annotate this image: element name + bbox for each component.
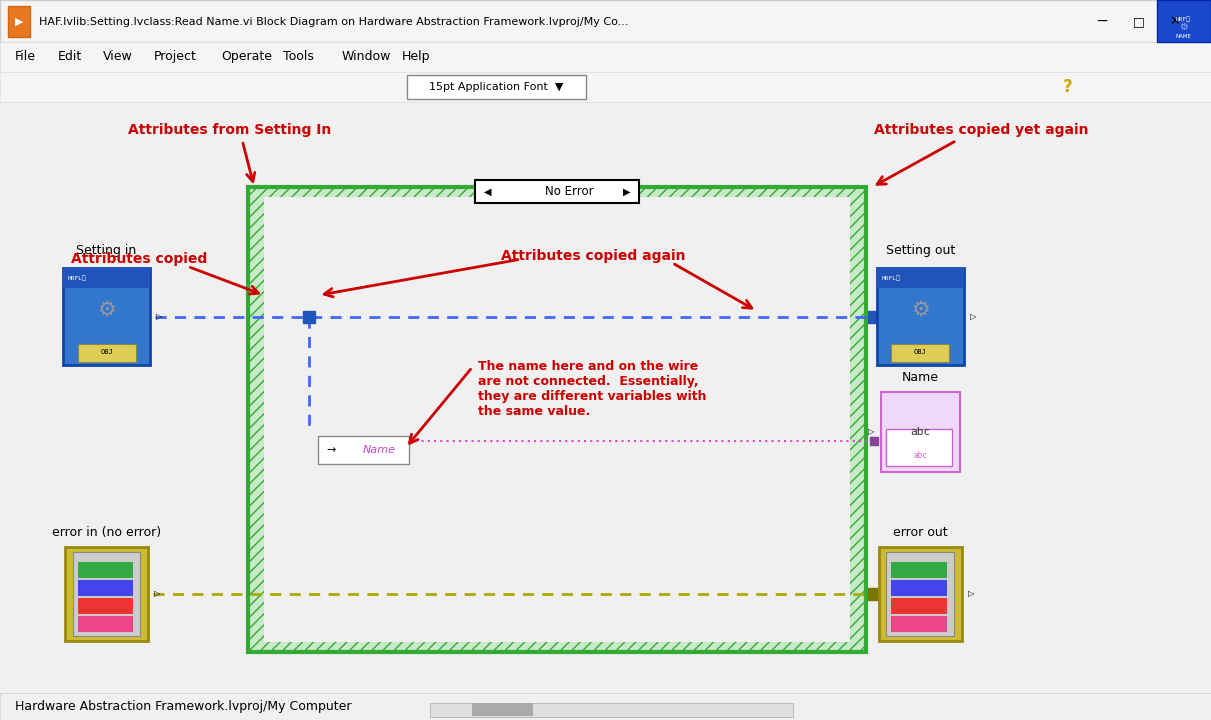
- FancyBboxPatch shape: [65, 547, 148, 641]
- Text: 15pt Application Font  ▼: 15pt Application Font ▼: [430, 82, 563, 92]
- Text: NAME: NAME: [1175, 34, 1192, 38]
- FancyBboxPatch shape: [877, 268, 964, 365]
- FancyBboxPatch shape: [891, 616, 947, 632]
- FancyBboxPatch shape: [877, 268, 964, 288]
- FancyBboxPatch shape: [78, 562, 133, 578]
- Text: Window: Window: [342, 50, 391, 63]
- FancyBboxPatch shape: [891, 598, 947, 614]
- Text: HRF⌇: HRF⌇: [1176, 16, 1190, 22]
- FancyBboxPatch shape: [891, 580, 947, 596]
- Text: Attributes from Setting In: Attributes from Setting In: [128, 122, 332, 137]
- Text: Operate: Operate: [222, 50, 272, 63]
- FancyBboxPatch shape: [475, 180, 639, 203]
- FancyBboxPatch shape: [318, 436, 409, 464]
- FancyBboxPatch shape: [78, 343, 136, 361]
- FancyBboxPatch shape: [407, 75, 586, 99]
- Text: OBJ: OBJ: [914, 349, 926, 356]
- Text: Help: Help: [402, 50, 431, 63]
- Text: abc: abc: [913, 451, 928, 460]
- FancyBboxPatch shape: [0, 693, 1211, 720]
- FancyBboxPatch shape: [248, 187, 866, 652]
- Text: →: →: [326, 445, 335, 455]
- Text: error in (no error): error in (no error): [52, 526, 161, 539]
- Text: ─: ─: [1097, 14, 1107, 29]
- Text: View: View: [103, 50, 133, 63]
- FancyBboxPatch shape: [264, 197, 850, 642]
- FancyBboxPatch shape: [78, 598, 133, 614]
- Text: ▷: ▷: [868, 428, 874, 436]
- Text: HRFL⌇: HRFL⌇: [882, 276, 900, 281]
- Text: ▷: ▷: [156, 312, 162, 321]
- FancyBboxPatch shape: [78, 580, 133, 596]
- FancyBboxPatch shape: [430, 703, 793, 717]
- Text: File: File: [15, 50, 35, 63]
- FancyBboxPatch shape: [879, 547, 962, 641]
- FancyBboxPatch shape: [63, 268, 150, 288]
- Text: ▶: ▶: [622, 186, 631, 197]
- Text: Project: Project: [154, 50, 196, 63]
- Text: ▷: ▷: [970, 312, 976, 321]
- Text: error out: error out: [893, 526, 948, 539]
- FancyBboxPatch shape: [8, 6, 30, 37]
- Text: HRFL⌇: HRFL⌇: [68, 276, 86, 281]
- Text: ?: ?: [1063, 78, 1073, 96]
- FancyBboxPatch shape: [891, 562, 947, 578]
- Text: Edit: Edit: [58, 50, 82, 63]
- Text: Setting in: Setting in: [76, 244, 137, 257]
- Text: Hardware Abstraction Framework.lvproj/My Computer: Hardware Abstraction Framework.lvproj/My…: [15, 700, 351, 713]
- Text: Name: Name: [902, 371, 939, 384]
- Text: OBJ: OBJ: [101, 349, 113, 356]
- Text: Attributes copied yet again: Attributes copied yet again: [873, 122, 1089, 137]
- FancyBboxPatch shape: [0, 0, 1211, 42]
- Text: HAF.lvlib:Setting.lvclass:Read Name.vi Block Diagram on Hardware Abstraction Fra: HAF.lvlib:Setting.lvclass:Read Name.vi B…: [39, 17, 629, 27]
- Text: ✕: ✕: [1170, 15, 1180, 28]
- Text: Setting out: Setting out: [885, 244, 955, 257]
- FancyBboxPatch shape: [0, 72, 1211, 102]
- Text: ⚙: ⚙: [97, 300, 116, 320]
- FancyBboxPatch shape: [0, 42, 1211, 72]
- FancyBboxPatch shape: [882, 392, 959, 472]
- Text: Attributes copied: Attributes copied: [71, 252, 207, 266]
- Text: Attributes copied again: Attributes copied again: [501, 248, 685, 263]
- Text: ▷: ▷: [968, 590, 974, 598]
- Text: Name: Name: [362, 445, 396, 455]
- FancyBboxPatch shape: [472, 703, 533, 716]
- FancyBboxPatch shape: [891, 343, 949, 361]
- Text: abc: abc: [911, 427, 930, 437]
- Text: ▶: ▶: [15, 17, 24, 27]
- FancyBboxPatch shape: [73, 552, 140, 636]
- FancyBboxPatch shape: [78, 616, 133, 632]
- Text: Tools: Tools: [283, 50, 314, 63]
- FancyBboxPatch shape: [885, 429, 953, 466]
- FancyBboxPatch shape: [63, 268, 150, 365]
- FancyBboxPatch shape: [0, 102, 1211, 695]
- Text: ▷: ▷: [154, 590, 160, 598]
- Text: The name here and on the wire
are not connected.  Essentially,
they are differen: The name here and on the wire are not co…: [478, 360, 707, 418]
- Text: ⚙: ⚙: [911, 300, 930, 320]
- Text: ⚙: ⚙: [1178, 22, 1188, 32]
- FancyBboxPatch shape: [1157, 0, 1211, 42]
- Text: ◀: ◀: [483, 186, 492, 197]
- Text: □: □: [1132, 15, 1144, 28]
- FancyBboxPatch shape: [886, 552, 954, 636]
- Text: No Error: No Error: [545, 185, 593, 198]
